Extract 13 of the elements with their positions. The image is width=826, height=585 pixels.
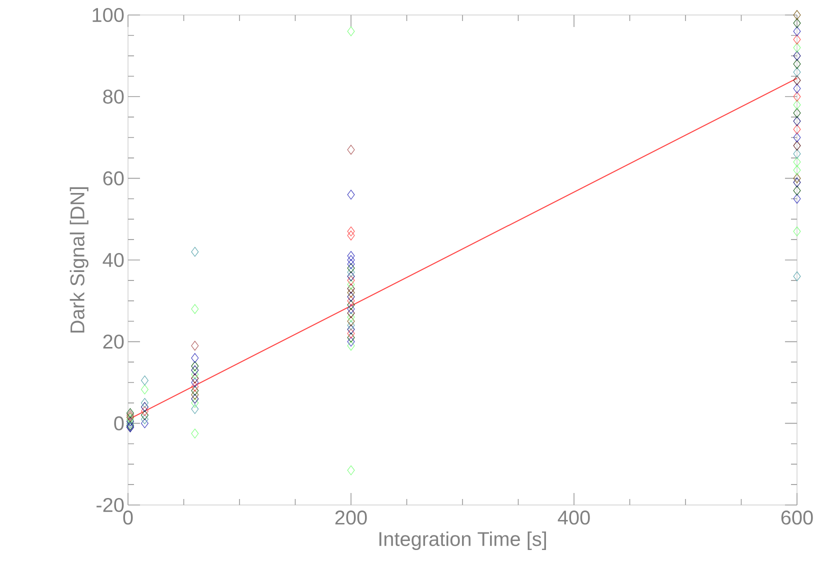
x-tick-label: 0 <box>123 510 133 525</box>
y-tick-label: 0 <box>114 416 124 430</box>
x-axis-title: Integration Time [s] <box>379 531 546 550</box>
y-tick-label: -20 <box>96 498 124 512</box>
y-tick-label: 80 <box>103 90 124 104</box>
y-axis-title: Dark Signal [DN] <box>70 187 88 333</box>
y-tick-label: 100 <box>92 8 124 22</box>
y-tick-label: 60 <box>103 171 124 186</box>
y-tick-label: 40 <box>102 252 124 268</box>
x-tick-label: 200 <box>335 510 367 525</box>
y-tick-label: 20 <box>103 334 124 349</box>
x-tick-label: 600 <box>781 510 813 525</box>
x-tick-label: 400 <box>558 510 590 525</box>
